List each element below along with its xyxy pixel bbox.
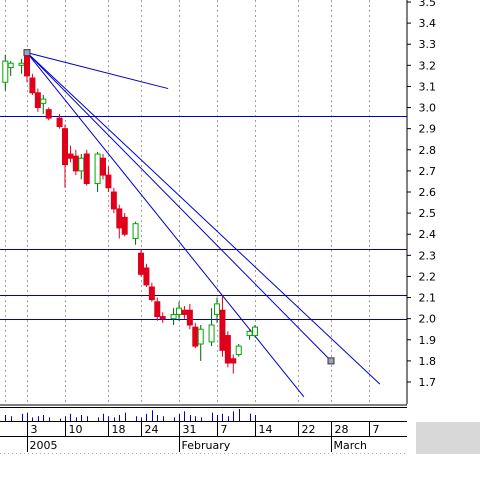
candle-body bbox=[72, 155, 79, 172]
y-tick-label: 2.9 bbox=[419, 123, 437, 136]
candle-body bbox=[29, 77, 36, 94]
candle-body bbox=[67, 153, 74, 159]
candle-body bbox=[197, 328, 204, 345]
candle-body bbox=[181, 309, 188, 315]
plot-frame bbox=[0, 0, 408, 406]
candle-body bbox=[116, 208, 123, 229]
line-markers bbox=[23, 49, 335, 365]
y-tick-label: 2.5 bbox=[419, 207, 437, 220]
trend-line bbox=[26, 52, 305, 398]
x-tick-label: 18 bbox=[112, 423, 126, 436]
candle-body bbox=[230, 358, 237, 364]
x-tick-label: 24 bbox=[145, 423, 159, 436]
candle-body bbox=[40, 98, 47, 104]
candle-body bbox=[148, 286, 155, 301]
y-axis: 1.7 1.8 1.9 2.0 2.1 2.2 2.3 2.4 2.5 2.6 2.7 2.8 2.9 3… bbox=[407, 0, 436, 389]
trend-line bbox=[26, 52, 332, 362]
candle-body bbox=[45, 109, 52, 119]
candle-body bbox=[83, 153, 90, 185]
trend-line bbox=[26, 52, 169, 90]
candle-body bbox=[224, 335, 231, 364]
y-tick-label: 3.4 bbox=[419, 17, 437, 30]
y-tick-label: 3.5 bbox=[419, 0, 437, 9]
line-marker bbox=[23, 49, 31, 57]
candle-body bbox=[186, 309, 193, 326]
candle-body bbox=[94, 153, 101, 185]
candle-body bbox=[208, 324, 215, 343]
candle-body bbox=[18, 62, 25, 66]
y-tick-label: 3.1 bbox=[419, 80, 437, 93]
candle-body bbox=[34, 92, 41, 109]
candle-body bbox=[56, 117, 63, 128]
candle-body bbox=[105, 174, 112, 189]
bottom-strip bbox=[0, 454, 480, 480]
candle-body bbox=[159, 316, 166, 320]
y-tick-label: 2.8 bbox=[419, 144, 437, 157]
volume-bars bbox=[0, 407, 407, 421]
trend-lines bbox=[26, 52, 381, 398]
candle-body bbox=[214, 303, 220, 315]
candle-body bbox=[176, 307, 182, 315]
candle-body bbox=[121, 216, 128, 235]
candle-body bbox=[138, 252, 144, 275]
candle-body bbox=[110, 191, 117, 210]
month-label: February bbox=[182, 439, 231, 452]
trend-line bbox=[26, 52, 381, 385]
corner-panel-shade bbox=[416, 422, 480, 456]
y-tick-label: 1.8 bbox=[419, 355, 437, 368]
y-tick-label: 2.7 bbox=[419, 165, 437, 178]
x-tick-label: 7 bbox=[373, 423, 380, 436]
x-axis: 3 10 18 24 31 7 14 22 28 7 2005 February March bbox=[0, 421, 407, 454]
candle-body bbox=[2, 60, 9, 83]
y-tick-label: 2.6 bbox=[419, 186, 437, 199]
month-label: March bbox=[334, 439, 368, 452]
candle-body bbox=[143, 267, 150, 286]
y-tick-label: 2.4 bbox=[419, 228, 437, 241]
horizontal-lines bbox=[0, 116, 407, 320]
y-tick-label: 3.2 bbox=[419, 59, 437, 72]
y-tick-label: 2.2 bbox=[419, 270, 437, 283]
x-tick-label: 7 bbox=[221, 423, 228, 436]
x-tick-label: 31 bbox=[183, 423, 197, 436]
candle-body bbox=[62, 128, 68, 166]
x-tick-label: 14 bbox=[259, 423, 273, 436]
candle-body bbox=[219, 309, 226, 351]
candle-body bbox=[246, 330, 253, 337]
candle-body bbox=[252, 326, 258, 337]
x-tick-label: 28 bbox=[335, 423, 349, 436]
y-tick-label: 2.1 bbox=[419, 292, 437, 305]
line-marker bbox=[327, 357, 335, 365]
candle-body bbox=[24, 54, 30, 77]
x-tick-label: 10 bbox=[69, 423, 83, 436]
x-tick-label: 22 bbox=[302, 423, 316, 436]
candlesticks bbox=[2, 50, 258, 374]
candle-body bbox=[154, 301, 161, 318]
candle-body bbox=[235, 345, 242, 356]
y-tick-label: 1.7 bbox=[419, 376, 437, 389]
candle-body bbox=[7, 62, 14, 68]
candle-body bbox=[170, 313, 177, 320]
candle-body bbox=[192, 326, 199, 347]
candle-body bbox=[100, 157, 106, 176]
y-tick-label: 2.3 bbox=[419, 249, 437, 262]
x-tick-label: 3 bbox=[31, 423, 38, 436]
month-label: 2005 bbox=[30, 439, 58, 452]
y-tick-label: 3.3 bbox=[419, 38, 437, 51]
y-tick-label: 3.0 bbox=[419, 102, 437, 115]
candle-body bbox=[78, 157, 85, 172]
y-tick-label: 2.0 bbox=[419, 313, 437, 326]
y-tick-label: 1.9 bbox=[419, 334, 437, 347]
candle-body bbox=[132, 223, 139, 239]
